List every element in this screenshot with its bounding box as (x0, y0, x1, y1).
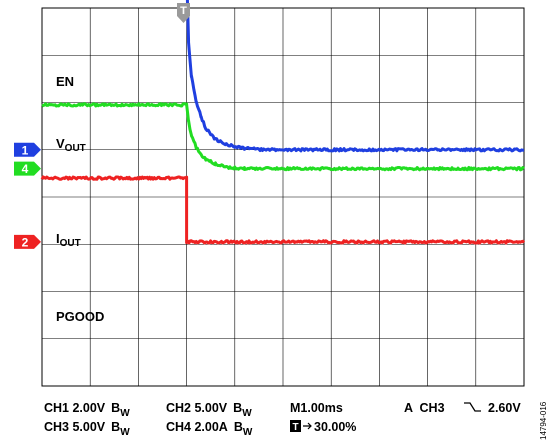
traces (40, 0, 526, 245)
channel-marker-4: 4 (14, 161, 41, 176)
ch1-scale: CH1 2.00V BW (44, 401, 130, 419)
ch3-scale: CH3 5.00V BW (44, 420, 130, 438)
label-vout: VOUT (56, 136, 86, 154)
svg-text:2: 2 (22, 235, 29, 249)
trigger-position: T 30.00% (290, 420, 356, 434)
ch2-scale: CH2 5.00V BW (166, 401, 252, 419)
label-en: EN (56, 74, 74, 89)
falling-edge-icon (464, 402, 481, 412)
label-pgood: PGOOD (56, 309, 104, 324)
arrow-right-icon (303, 422, 312, 430)
svg-text:4: 4 (22, 162, 29, 176)
channel-markers: 3142 (14, 142, 41, 249)
trigger-setting: A CH3 2.60V (404, 401, 521, 415)
svg-text:T: T (180, 5, 187, 17)
svg-text:1: 1 (22, 143, 29, 157)
channel-marker-2: 2 (14, 234, 41, 249)
trace-iout (41, 102, 525, 172)
svg-text:2.60V: 2.60V (488, 401, 521, 415)
svg-text:30.00%: 30.00% (314, 420, 356, 434)
label-iout: IOUT (56, 231, 81, 249)
svg-text:T: T (292, 422, 298, 433)
trigger-marker: T (177, 3, 190, 23)
figure-id: 14794-016 (539, 401, 548, 440)
grid (42, 8, 524, 386)
channel-marker-1: 1 (14, 142, 41, 157)
trace-vout (185, 0, 525, 153)
ch4-scale: CH4 2.00A BW (166, 420, 253, 438)
timebase: M1.00ms (290, 401, 343, 415)
trace-pgood (40, 175, 526, 245)
svg-text:A CH3: A CH3 (404, 401, 445, 415)
